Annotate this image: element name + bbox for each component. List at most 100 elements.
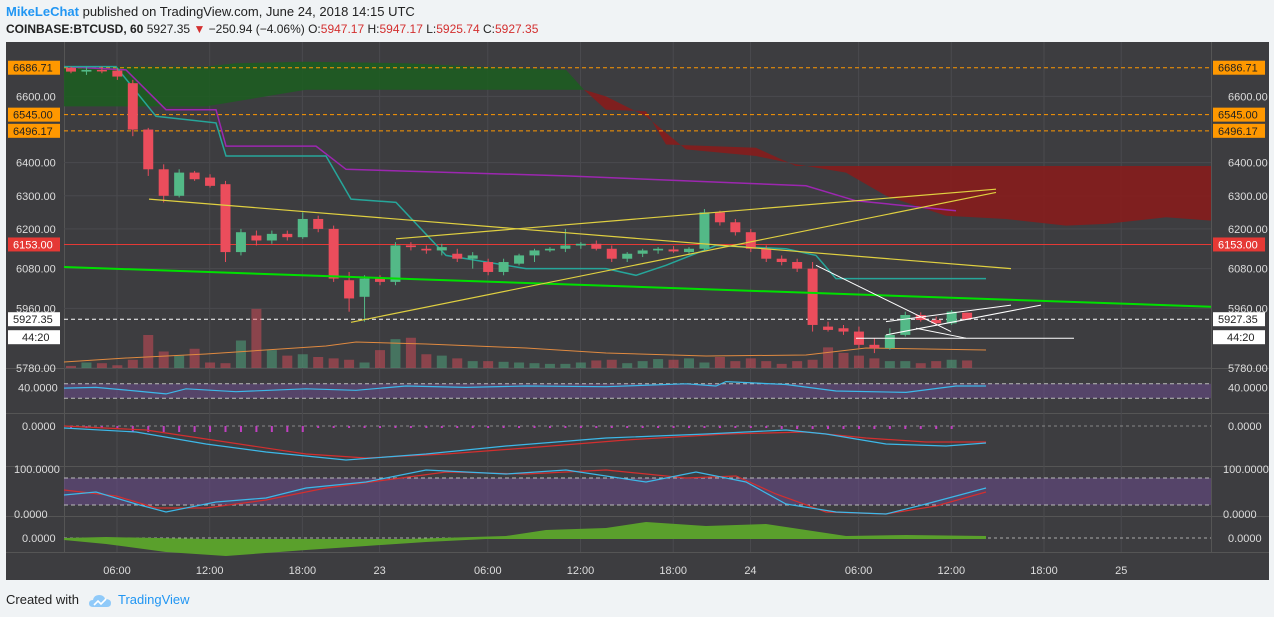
candle-body xyxy=(946,311,957,324)
macd-histogram-bar xyxy=(827,426,830,429)
macd-histogram-bar xyxy=(657,426,660,428)
stoch-band xyxy=(64,478,1211,505)
chart-svg[interactable]: 06:00 12:00 18:00 23 06:00 12:00 18:00 24 06:00 1… xyxy=(6,42,1269,580)
volume-bar xyxy=(112,365,123,368)
candle-body xyxy=(560,245,571,249)
macd-histogram-bar xyxy=(116,426,119,428)
macd-histogram-bar xyxy=(950,426,953,429)
pattern-line-white xyxy=(885,304,1012,323)
macd-histogram-bar xyxy=(301,426,304,432)
volume-bar xyxy=(297,354,308,368)
candle-body xyxy=(962,312,973,320)
trendline-yellow-upper xyxy=(395,188,997,240)
price-label-right-bg xyxy=(1213,237,1265,252)
candle-body xyxy=(436,247,447,251)
price-label-left-bg xyxy=(8,237,60,252)
volume-bar xyxy=(266,350,277,368)
stoch-k-line xyxy=(63,469,987,515)
macd-histogram-bar xyxy=(317,426,320,428)
macd-histogram-bar xyxy=(718,426,721,428)
close-value: 5927.35 xyxy=(494,22,539,36)
volume-bar xyxy=(853,355,864,368)
tradingview-link[interactable]: TradingView xyxy=(118,592,190,607)
volume-bar xyxy=(344,359,355,368)
macd-histogram-bar xyxy=(595,426,598,428)
x-tick-label: 06:00 xyxy=(845,565,873,577)
candle-body xyxy=(575,243,586,246)
x-tick-label: 18:00 xyxy=(289,565,317,577)
stoch-tick-right: 100.0000 xyxy=(1223,464,1269,476)
macd-histogram-bar xyxy=(487,426,490,428)
macd-histogram-bar xyxy=(919,426,922,429)
volume-bar xyxy=(313,357,324,368)
candle-body xyxy=(81,69,92,72)
price-label-left-bg xyxy=(8,107,60,122)
macd-histogram-bar xyxy=(147,426,150,432)
candle-body xyxy=(792,262,803,269)
candle-body xyxy=(390,245,401,282)
candle-body xyxy=(266,233,277,241)
down-arrow-icon: ▼ xyxy=(193,22,206,36)
candle-body xyxy=(405,245,416,248)
volume-bar xyxy=(745,358,756,368)
price-change: −250.94 (−4.06%) xyxy=(208,22,305,36)
volume-bar xyxy=(189,348,200,368)
macd-histogram-bar xyxy=(672,426,675,428)
created-with-text: Created with xyxy=(6,592,79,607)
candle-body xyxy=(359,278,370,297)
macd-histogram-bar xyxy=(811,426,814,429)
macd-histogram-bar xyxy=(610,426,613,428)
macd-tick-right: 0.0000 xyxy=(1228,421,1262,433)
macd-histogram-bar xyxy=(548,426,551,428)
author-name[interactable]: MikeLeChat xyxy=(6,4,79,19)
volume-bar xyxy=(931,361,942,368)
volume-bar xyxy=(869,358,880,368)
volume-bar xyxy=(174,355,185,368)
stoch-tick-left: 0.0000 xyxy=(14,509,48,521)
x-tick-label: 12:00 xyxy=(567,565,595,577)
macd-histogram-bar xyxy=(209,426,212,432)
volume-bar xyxy=(730,361,741,368)
price-label-left: 5927.35 xyxy=(13,314,53,326)
candle-body xyxy=(282,233,293,238)
candle-body xyxy=(297,218,308,238)
volume-bar xyxy=(606,359,617,368)
macd-histogram-bar xyxy=(533,426,536,428)
macd-line xyxy=(63,427,987,461)
y-tick-label-right: 6080.00 xyxy=(1228,264,1268,276)
ohlc-line: COINBASE:BTCUSD, 60 5927.35 ▼ −250.94 (−… xyxy=(6,22,538,36)
high-value: 5947.17 xyxy=(379,22,423,36)
chart-area[interactable]: 06:00 12:00 18:00 23 06:00 12:00 18:00 24 06:00 1… xyxy=(6,42,1269,580)
macd-histogram-bar xyxy=(780,426,783,429)
candle-body xyxy=(344,280,355,299)
candle-body xyxy=(714,212,725,223)
volume-bar xyxy=(467,361,478,368)
price-label-right-bg xyxy=(1213,123,1265,138)
macd-histogram-bar xyxy=(564,426,567,428)
rsi-tick-right: 40.0000 xyxy=(1228,382,1268,394)
y-tick-label-left: 5780.00 xyxy=(16,363,56,375)
candle-body xyxy=(884,334,895,349)
candle-body xyxy=(653,248,664,251)
volume-bar xyxy=(823,347,834,368)
macd-tick-left: 0.0000 xyxy=(22,421,56,433)
candle-body xyxy=(220,184,231,253)
macd-histogram-bar xyxy=(100,426,103,428)
candle-body xyxy=(127,83,138,130)
high-label: H: xyxy=(367,22,380,36)
macd-histogram-bar xyxy=(579,426,582,428)
candle-body xyxy=(823,326,834,330)
volume-bar xyxy=(699,362,710,368)
volume-bar xyxy=(328,358,339,368)
stoch-tick-left: 100.0000 xyxy=(14,464,60,476)
y-tick-label-right: 6300.00 xyxy=(1228,191,1268,203)
macd-histogram-bar xyxy=(873,426,876,429)
volume-bar xyxy=(714,357,725,368)
candle-body xyxy=(235,232,246,253)
volume-bar xyxy=(158,351,169,368)
publish-line: MikeLeChat published on TradingView.com,… xyxy=(6,4,415,19)
open-value: 5947.17 xyxy=(320,22,365,36)
candle-body xyxy=(606,248,617,259)
volume-bar xyxy=(668,359,679,368)
countdown-bg xyxy=(1213,330,1265,345)
